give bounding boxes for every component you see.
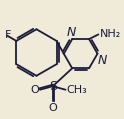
Text: N: N [98,54,107,67]
Text: N: N [67,25,76,39]
Text: O: O [48,102,57,112]
Text: S: S [49,80,57,93]
Text: NH₂: NH₂ [100,29,121,39]
Text: F: F [5,30,11,40]
Text: O: O [30,85,39,95]
Text: CH₃: CH₃ [67,85,87,95]
